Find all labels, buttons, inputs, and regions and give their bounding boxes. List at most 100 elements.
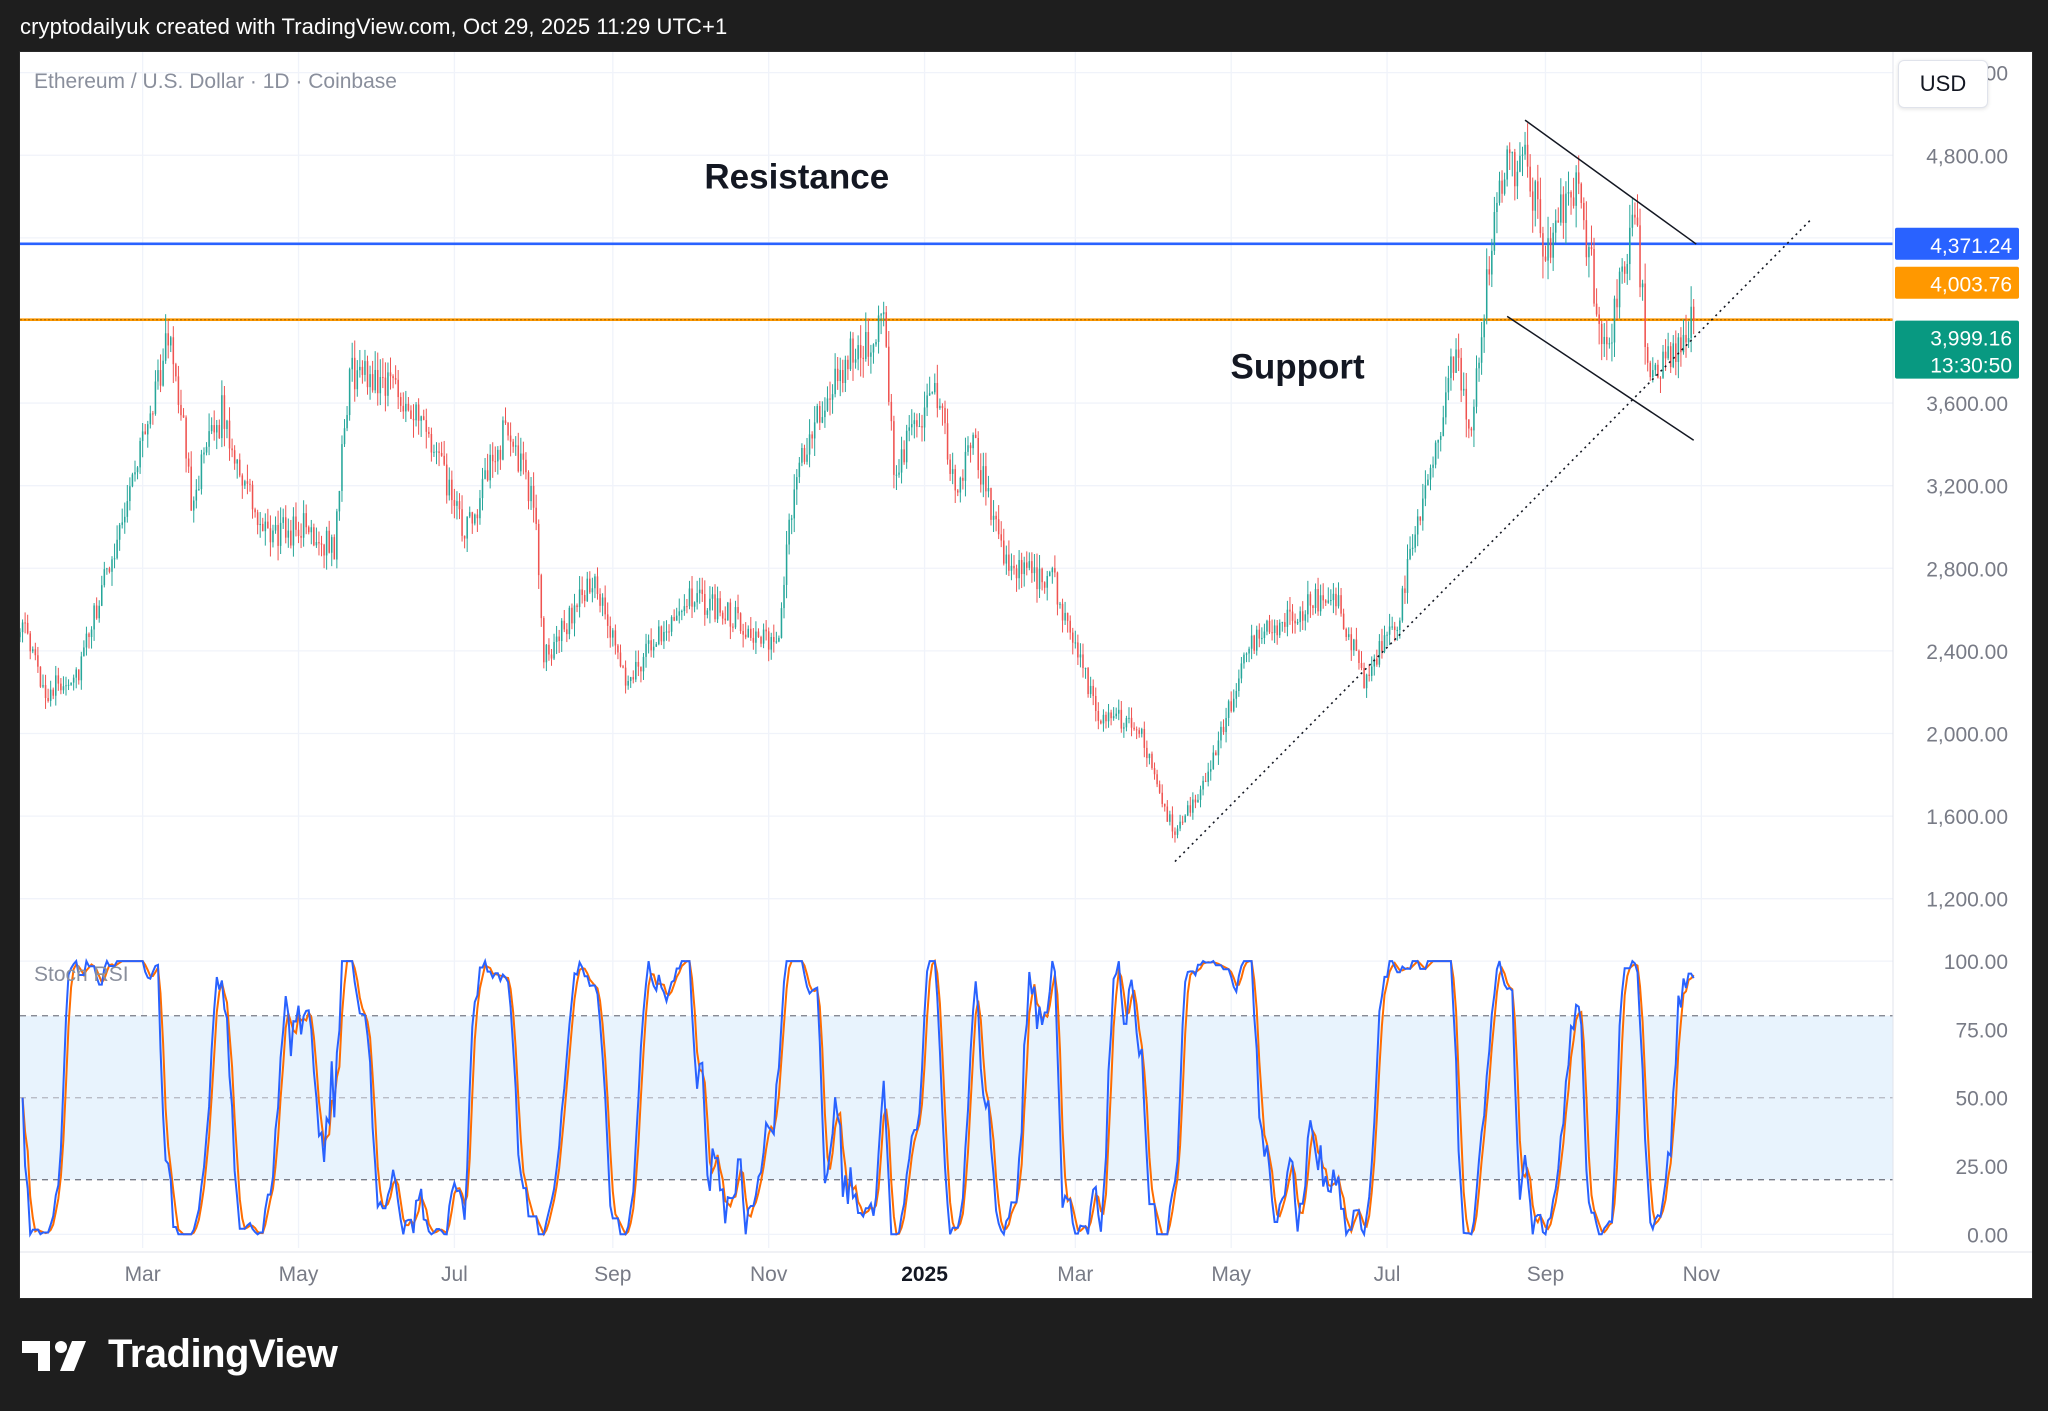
candle-body xyxy=(1263,631,1266,638)
candle-body xyxy=(1376,658,1378,665)
candle-body xyxy=(1284,622,1286,627)
candle-body xyxy=(1238,678,1240,691)
candle-body xyxy=(1514,152,1516,187)
candle-body xyxy=(632,677,635,680)
candle-body xyxy=(796,477,798,490)
candle-body xyxy=(622,666,624,668)
candle-body xyxy=(95,605,98,619)
candle-body xyxy=(1488,269,1491,275)
candles xyxy=(20,123,1695,843)
candle-body xyxy=(374,369,376,391)
candle-body xyxy=(581,589,583,596)
candle-body xyxy=(244,481,246,486)
candle-body xyxy=(65,685,67,687)
candle-body xyxy=(1031,561,1033,574)
candle-body xyxy=(223,395,226,429)
candle-body xyxy=(1074,642,1077,644)
candle-body xyxy=(90,629,93,638)
candle-body xyxy=(525,459,527,473)
channel-line xyxy=(1524,119,1697,245)
candle-body xyxy=(767,631,770,650)
candle-body xyxy=(606,614,609,626)
candle-body xyxy=(1542,233,1544,257)
candle-body xyxy=(1171,814,1174,832)
candle-body xyxy=(1324,600,1327,603)
candle-body xyxy=(1128,717,1130,719)
candle-body xyxy=(1174,831,1176,835)
candle-body xyxy=(826,398,829,411)
candle-body xyxy=(106,568,108,570)
candle-body xyxy=(1373,658,1376,667)
chart-svg[interactable]: Resistance Support 1,200.00 1,600.00 2,000.… xyxy=(20,52,2032,1298)
candle-body xyxy=(1240,663,1243,679)
candle-body xyxy=(364,361,366,375)
candle-body xyxy=(964,451,967,481)
candle-body xyxy=(1654,364,1657,371)
candle-body xyxy=(1146,747,1148,759)
candle-body xyxy=(1590,247,1593,250)
candle-body xyxy=(210,425,213,432)
candle-body xyxy=(550,654,553,659)
candle-body xyxy=(417,404,420,421)
candle-body xyxy=(392,376,394,379)
candle-body xyxy=(1184,815,1186,823)
candle-body xyxy=(1629,227,1631,265)
candle-body xyxy=(47,697,49,701)
candle-body xyxy=(732,626,734,628)
candle-body xyxy=(320,543,323,545)
candle-body xyxy=(1399,620,1401,630)
candle-body xyxy=(530,485,532,502)
candle-body xyxy=(1212,752,1215,770)
candle-body xyxy=(934,382,936,393)
candle-body xyxy=(328,530,330,553)
candle-body xyxy=(384,377,387,396)
candle-body xyxy=(1381,641,1383,652)
candle-body xyxy=(839,369,842,382)
candle-body xyxy=(251,484,254,510)
tradingview-brand[interactable]: TradingView xyxy=(20,1332,338,1377)
candle-body xyxy=(888,346,890,402)
candle-body xyxy=(780,608,783,638)
candle-body xyxy=(310,527,313,533)
candle-body xyxy=(88,633,90,638)
candle-body xyxy=(1153,768,1156,775)
candle-body xyxy=(946,423,949,460)
candle-body xyxy=(481,478,484,499)
currency-button[interactable]: USD xyxy=(1898,60,1988,108)
chart-panel[interactable]: Resistance Support 1,200.00 1,600.00 2,000.… xyxy=(19,51,2033,1299)
candle-body xyxy=(1100,720,1102,724)
candle-body xyxy=(1595,303,1598,315)
candle-body xyxy=(75,669,77,678)
resistance-price-tag-bg xyxy=(1895,227,2019,260)
candle-body xyxy=(1102,714,1105,724)
candle-body xyxy=(1531,191,1534,211)
candle-body xyxy=(366,361,369,388)
candle-body xyxy=(647,640,650,644)
candle-body xyxy=(900,449,903,473)
candle-body xyxy=(969,445,972,449)
candle-body xyxy=(724,618,727,621)
candle-body xyxy=(1077,642,1079,658)
candle-body xyxy=(1641,283,1644,288)
candle-body xyxy=(93,605,95,630)
candle-body xyxy=(512,441,514,447)
candle-body xyxy=(121,522,123,525)
candle-body xyxy=(905,430,908,463)
candle-body xyxy=(1330,600,1332,602)
candle-body xyxy=(1054,568,1056,573)
candle-body xyxy=(144,431,146,435)
candle-body xyxy=(1281,622,1284,624)
candle-body xyxy=(228,420,231,449)
candle-body xyxy=(1575,172,1577,206)
candle-body xyxy=(1008,554,1010,571)
candle-body xyxy=(898,472,900,475)
tradingview-logo-icon xyxy=(22,1340,86,1371)
candle-body xyxy=(1255,629,1258,651)
candle-body xyxy=(859,345,862,358)
candle-body xyxy=(1151,753,1153,769)
candle-body xyxy=(448,479,451,496)
candle-body xyxy=(297,529,300,536)
candle-body xyxy=(154,381,157,414)
candle-body xyxy=(711,594,714,599)
candle-body xyxy=(1097,711,1100,721)
